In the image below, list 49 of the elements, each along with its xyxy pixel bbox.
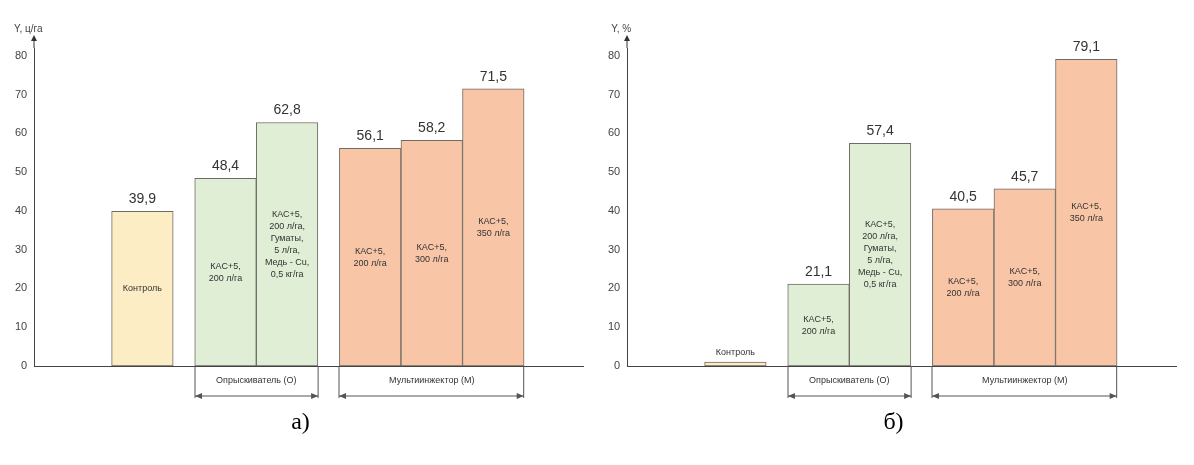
- x-tick-label: КАС+5, 200 л/га: [208, 260, 243, 283]
- data-label: 39,9: [128, 190, 157, 207]
- x-tick-label: Контроль: [122, 283, 163, 294]
- x-tick-label: КАС+5, 300 л/га: [1008, 265, 1042, 288]
- y-tick-label: 10: [14, 320, 28, 333]
- y-tick-label: 10: [607, 320, 621, 333]
- y-tick-label: 50: [14, 165, 28, 178]
- text: Мультиинжектор (М): [982, 375, 1068, 386]
- x-tick-label: КАС+5, 200 л/га, Гуматы, 5 л/га, Медь - Cu, 0,5 кг/га: [857, 219, 903, 290]
- y-tick-label: 20: [607, 281, 621, 294]
- y-tick-label: 80: [14, 48, 28, 61]
- x-tick-label: КАС+5, 350 л/га: [476, 215, 510, 238]
- x-tick-label: КАС+5, 200 л/га: [353, 245, 387, 268]
- data-label: 56,1: [356, 127, 385, 144]
- y-tick-label: 40: [607, 203, 621, 216]
- text: Мультиинжектор (М): [389, 375, 475, 386]
- y-tick-label: 50: [607, 165, 621, 178]
- y-axis-title: Y, %: [611, 22, 632, 34]
- data-label: 40,5: [949, 187, 978, 204]
- y-tick-label: 30: [607, 242, 621, 255]
- data-label: 45,7: [1011, 167, 1039, 184]
- y-tick-label: 20: [14, 281, 28, 294]
- x-tick-label: КАС+5, 200 л/га, Гуматы, 5 л/га, Медь - Cu, 0,5 кг/га: [264, 208, 310, 279]
- data-label: 58,2: [418, 119, 446, 136]
- text: Опрыскиватель (О): [216, 375, 297, 386]
- x-tick-label: КАС+5, 350 л/га: [1069, 201, 1103, 224]
- y-tick-label: 80: [607, 48, 621, 61]
- y-tick-label: 70: [14, 87, 28, 100]
- data-label: 48,4: [211, 157, 240, 174]
- data-label: 71,5: [479, 67, 508, 84]
- text: б): [882, 408, 905, 435]
- x-tick-label: КАС+5, 200 л/га: [801, 313, 836, 336]
- y-tick-label: 40: [14, 203, 28, 216]
- text: Опрыскиватель (О): [809, 375, 890, 386]
- data-label: 79,1: [1072, 38, 1101, 55]
- y-tick-label: 70: [607, 87, 621, 100]
- y-tick-label: 0: [614, 359, 621, 372]
- y-tick-label: 0: [21, 359, 28, 372]
- data-label: 62,8: [273, 101, 301, 118]
- y-tick-label: 60: [14, 126, 28, 139]
- y-tick-label: 30: [14, 242, 28, 255]
- text: а): [290, 408, 311, 435]
- data-label: 21,1: [804, 263, 833, 280]
- data-label: 57,4: [866, 122, 894, 139]
- y-tick-label: 60: [607, 126, 621, 139]
- x-tick-label: Контроль: [715, 346, 756, 357]
- y-axis-title: Y, ц/га: [14, 22, 43, 34]
- x-tick-label: КАС+5, 200 л/га: [946, 275, 980, 298]
- x-tick-label: КАС+5, 300 л/га: [415, 241, 449, 264]
